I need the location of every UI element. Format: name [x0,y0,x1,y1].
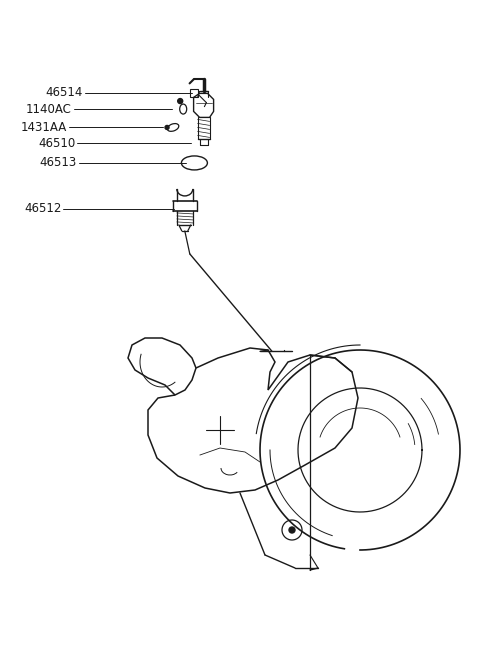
Text: 46513: 46513 [39,156,77,170]
Bar [191,89,198,97]
Text: 46514: 46514 [45,86,83,99]
Circle shape [178,99,183,104]
Circle shape [165,125,169,129]
Circle shape [289,527,295,533]
Text: 1431AA: 1431AA [21,121,67,134]
Text: 46512: 46512 [24,202,61,215]
Text: 1140AC: 1140AC [26,102,72,116]
Text: 46510: 46510 [38,137,75,150]
